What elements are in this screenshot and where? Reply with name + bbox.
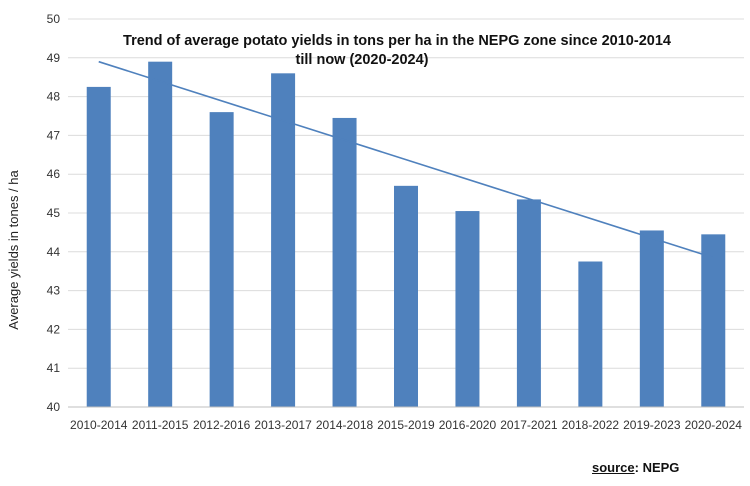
source-note: source: NEPG xyxy=(592,460,679,475)
x-tick-label: 2017-2021 xyxy=(500,418,558,432)
y-tick-label: 42 xyxy=(47,322,61,336)
bar xyxy=(455,211,480,407)
chart-title-line-2: till now (2020-2024) xyxy=(296,52,429,68)
bar xyxy=(209,112,234,408)
y-tick-label: 49 xyxy=(47,51,61,65)
y-tick-label: 41 xyxy=(47,361,61,375)
y-tick-label: 50 xyxy=(47,12,61,26)
x-tick-label: 2013-2017 xyxy=(254,418,312,432)
x-tick-label: 2020-2024 xyxy=(685,418,743,432)
bar xyxy=(701,234,726,407)
bar xyxy=(148,61,173,408)
y-tick-label: 44 xyxy=(47,245,61,259)
bar xyxy=(86,86,111,408)
bar xyxy=(516,199,541,407)
bar xyxy=(639,230,664,407)
x-tick-label: 2016-2020 xyxy=(439,418,497,432)
x-axis-ticks: 2010-2014 2011-2015 2012-2016 2013-2017 2014… xyxy=(70,418,742,432)
x-tick-label: 2019-2023 xyxy=(623,418,681,432)
y-axis-ticks: 40 41 42 43 44 45 46 47 48 49 50 xyxy=(47,12,61,414)
y-tick-label: 45 xyxy=(47,206,61,220)
x-tick-label: 2014-2018 xyxy=(316,418,374,432)
x-tick-label: 2015-2019 xyxy=(377,418,435,432)
y-tick-label: 47 xyxy=(47,128,61,142)
y-tick-label: 43 xyxy=(47,284,61,298)
bar xyxy=(271,73,296,407)
x-tick-label: 2012-2016 xyxy=(193,418,251,432)
x-tick-label: 2010-2014 xyxy=(70,418,128,432)
source-value: : NEPG xyxy=(634,460,680,475)
bars xyxy=(86,61,726,408)
x-tick-label: 2011-2015 xyxy=(132,418,189,432)
bar xyxy=(394,185,418,407)
y-tick-label: 46 xyxy=(47,167,61,181)
y-tick-label: 40 xyxy=(47,400,61,414)
y-axis-label: Average yields in tones / ha xyxy=(6,170,21,330)
bar xyxy=(578,261,603,407)
trend-line xyxy=(98,60,714,259)
chart-title-line-1: Trend of average potato yields in tons p… xyxy=(123,33,671,49)
bar xyxy=(332,117,357,407)
source-label: source xyxy=(592,460,635,475)
x-tick-label: 2018-2022 xyxy=(562,418,620,432)
y-tick-label: 48 xyxy=(47,90,61,104)
